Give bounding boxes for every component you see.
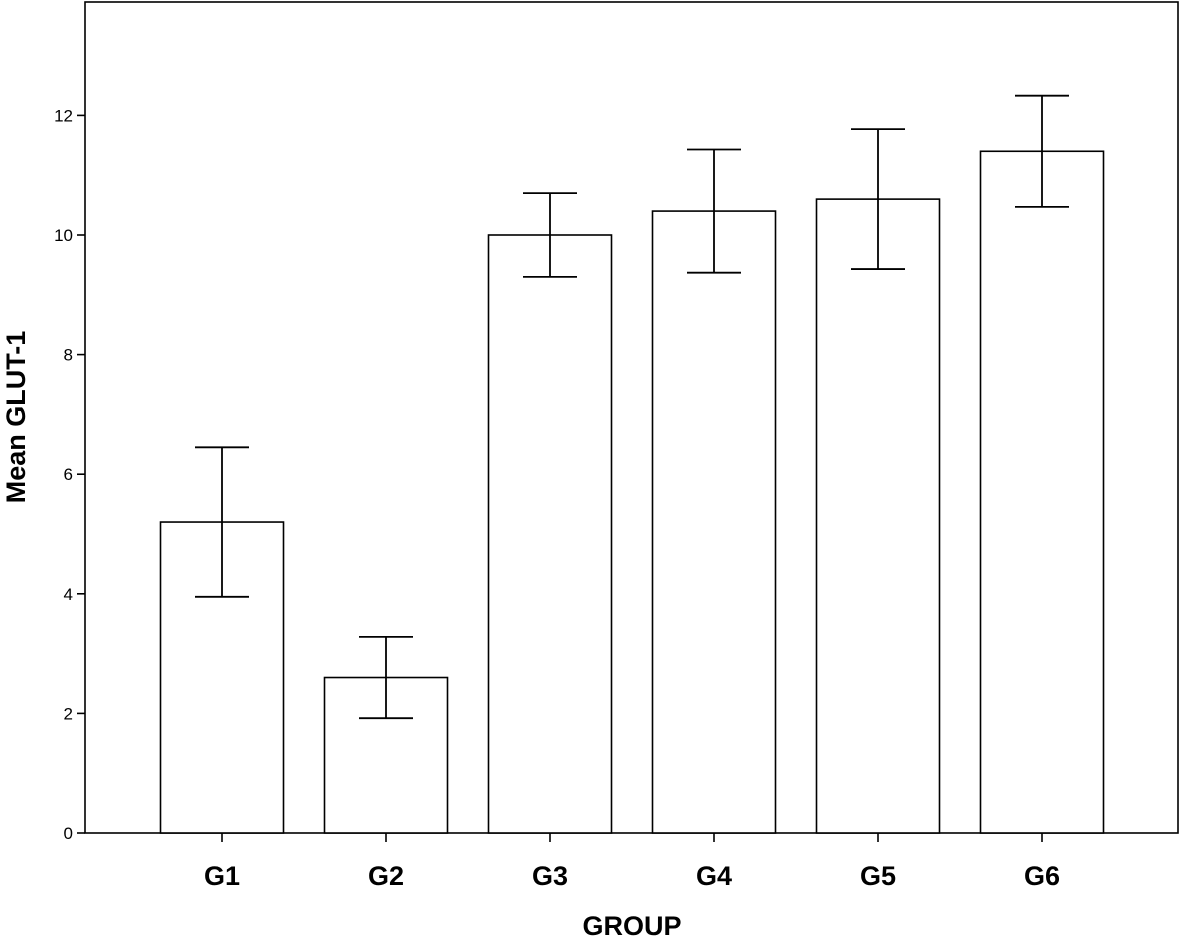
x-axis-title: GROUP [582,911,681,941]
x-tick-label: G1 [204,861,240,891]
x-axis: G1 G2 G3 G4 G5 G6 [204,833,1060,891]
x-tick-label: G5 [860,861,896,891]
bar-g3 [487,234,613,834]
y-tick-label: 10 [54,226,73,245]
y-tick-label: 8 [64,346,73,365]
y-tick-label: 4 [64,585,73,604]
x-tick-label: G4 [696,861,732,891]
plot-frame [84,1,1179,834]
x-tick-label: G3 [532,861,568,891]
y-tick-label: 6 [64,465,73,484]
bar-g5 [815,198,941,834]
y-tick-label: 0 [64,824,73,843]
x-tick-label: G6 [1024,861,1060,891]
bars [159,150,1105,834]
y-tick-label: 12 [54,106,73,125]
bar-g4 [651,210,777,834]
y-tick-label: 2 [64,704,73,723]
y-axis-title: Mean GLUT-1 [1,331,31,504]
bar-g6 [979,150,1105,834]
x-tick-label: G2 [368,861,404,891]
y-axis: 0 2 4 6 8 10 12 [54,106,85,843]
error-bars [195,94,1069,720]
